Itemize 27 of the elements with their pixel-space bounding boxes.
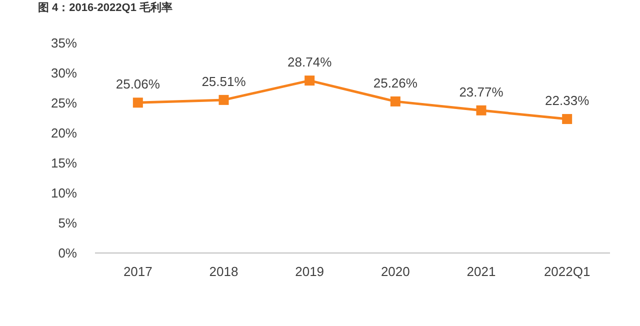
y-tick-label: 30% <box>50 66 78 81</box>
chart-title: 图 4：2016-2022Q1 毛利率 <box>38 0 173 15</box>
point <box>476 105 486 116</box>
point <box>218 94 229 105</box>
x-tick-label: 2018 <box>209 264 238 280</box>
point <box>390 96 400 106</box>
point <box>304 76 315 86</box>
y-tick-label: 5% <box>58 216 78 231</box>
data-label: 28.74% <box>288 54 332 70</box>
y-tick-label: 0% <box>58 246 78 261</box>
x-tick-label: 2020 <box>380 264 410 280</box>
point <box>132 98 143 108</box>
x-tick-label: 2017 <box>123 264 152 280</box>
y-tick-label: 10% <box>50 186 78 201</box>
data-label: 22.33% <box>545 93 590 108</box>
data-label: 25.26% <box>373 75 418 90</box>
x-tick-label: 2019 <box>295 264 324 280</box>
point <box>562 114 572 124</box>
y-tick-label: 25% <box>50 96 78 111</box>
data-label: 23.77% <box>459 84 504 100</box>
y-tick-label: 35% <box>50 36 78 51</box>
data-label: 25.06% <box>116 76 160 92</box>
x-tick-label: 2021 <box>466 264 496 280</box>
x-tick-label: 2022Q1 <box>544 264 590 280</box>
y-tick-label: 15% <box>50 156 78 171</box>
y-tick-label: 20% <box>50 126 78 141</box>
data-label: 25.51% <box>202 74 246 89</box>
